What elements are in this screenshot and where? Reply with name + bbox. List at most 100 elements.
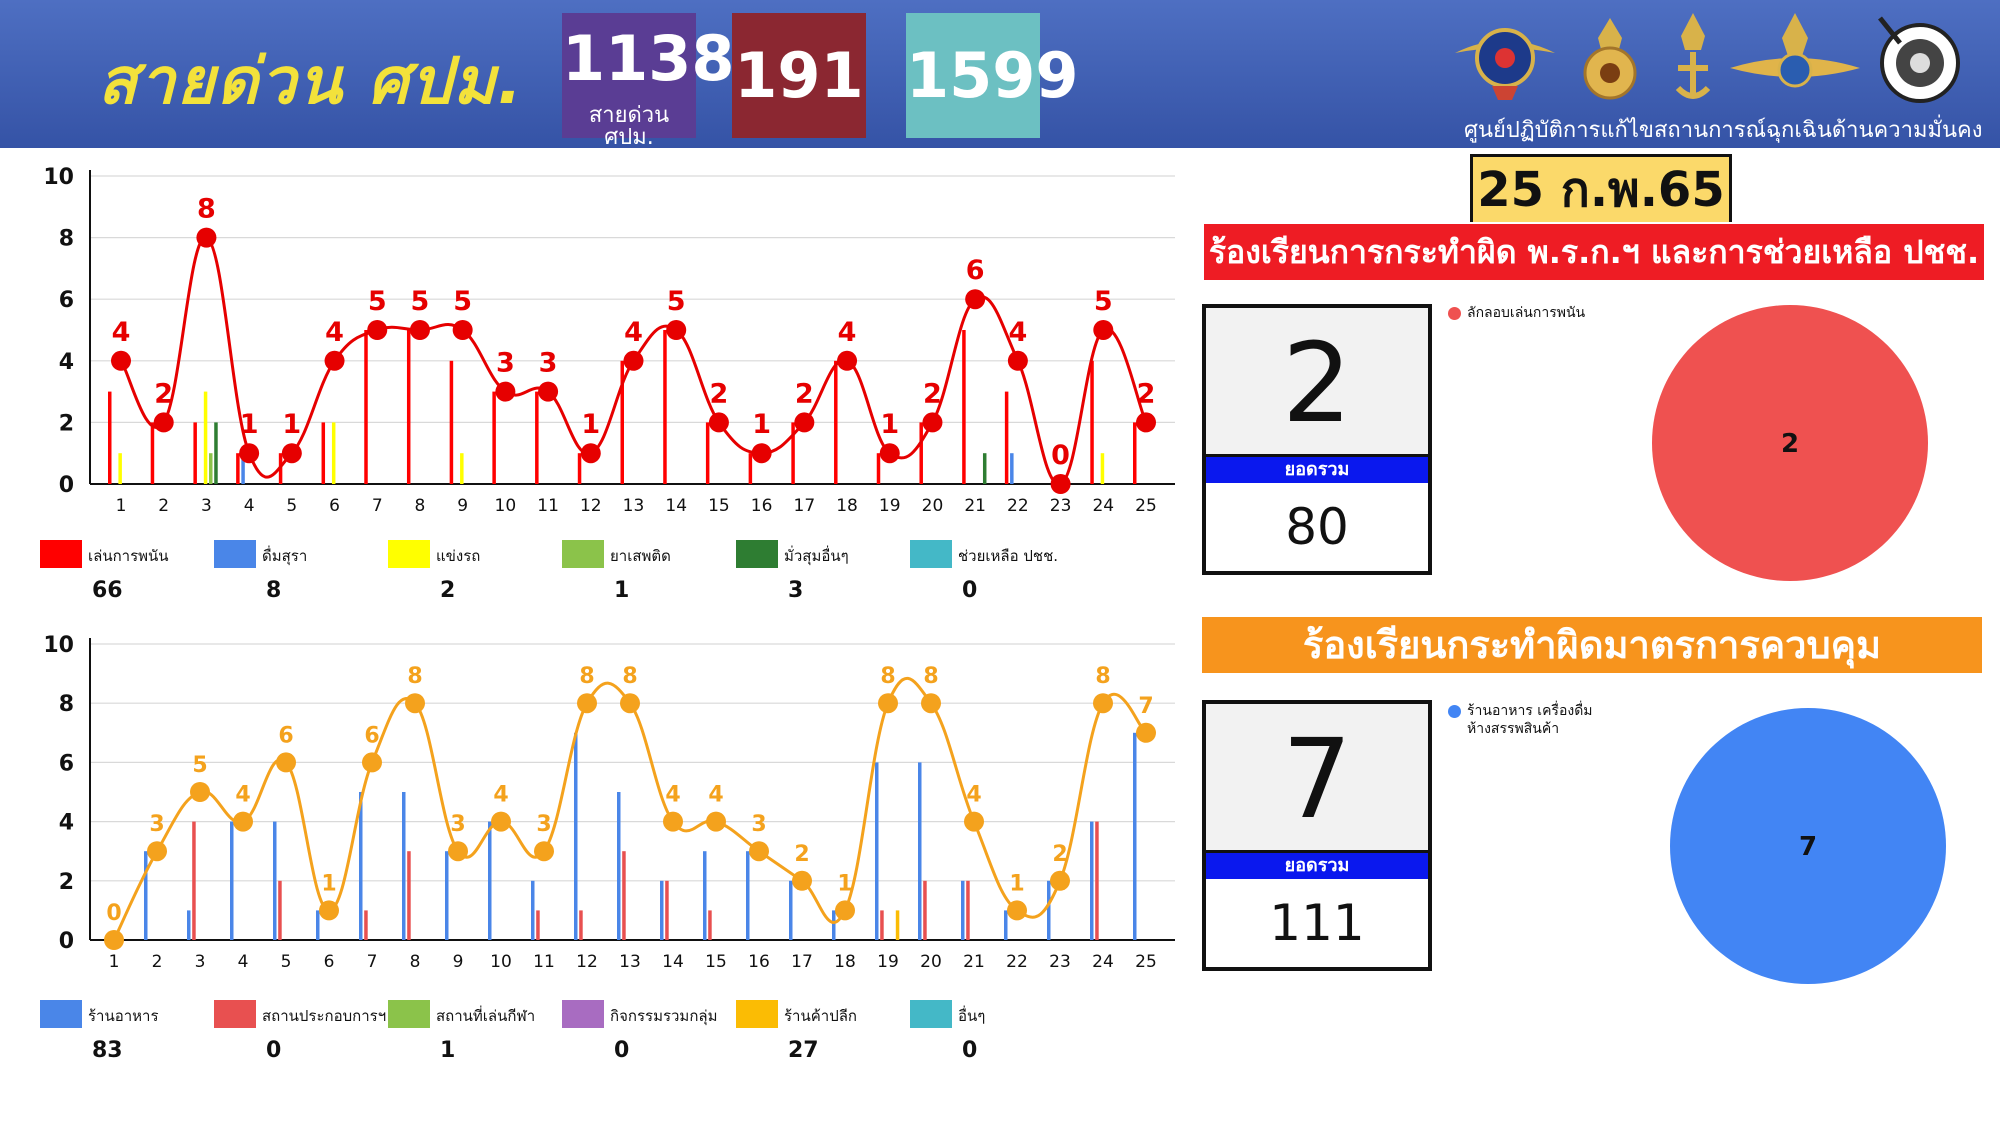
bar-0 [1133,422,1137,484]
bar-0 [875,762,879,940]
bar-0 [449,360,454,484]
bar-0 [577,453,582,484]
trend-point [1136,722,1156,743]
data-label: 6 [966,255,985,286]
x-tick-label: 14 [662,952,684,972]
legend-swatch [910,540,952,568]
data-label: 4 [838,317,857,348]
legend-total: 2 [440,578,456,603]
bar-0 [531,880,535,940]
x-tick-label: 21 [964,496,986,516]
trend-point [837,350,858,371]
bar-2 [460,453,464,484]
x-tick-label: 4 [244,496,255,516]
supreme-command-emblem-icon [1730,13,1860,88]
data-label: 4 [493,783,508,808]
today-count: 7 [1206,704,1428,850]
hotline-caption: สายด่วน ศปม. [588,103,670,150]
trend-point [111,350,131,371]
bar-4 [895,910,900,940]
data-label: 5 [192,753,207,778]
chart2-legend: ร้านอาหาร 83 สถานประกอบการฯ 0 สถานที่เล่… [40,1000,1180,1070]
trend-point [196,227,217,248]
x-tick-label: 4 [238,952,249,972]
x-tick-label: 15 [705,952,727,972]
trend-point [879,443,900,464]
legend-total: 0 [962,1038,978,1063]
air-force-emblem-icon [1455,28,1555,100]
bar-0 [876,453,881,484]
bar-1 [966,880,970,940]
x-tick-label: 12 [576,952,598,972]
data-label: 3 [496,348,515,379]
bar-0 [402,792,406,940]
agency-logos [1455,13,1960,103]
data-label: 7 [1138,694,1153,719]
trend-point [495,381,516,402]
legend-label: เล่นการพนัน [88,547,169,565]
pie-slice-label: 2 [1781,429,1799,459]
trend-point [666,320,687,340]
trend-point [1093,693,1113,714]
data-label: 1 [240,409,259,440]
y-tick-label: 10 [43,633,74,658]
x-tick-label: 25 [1135,952,1157,972]
y-tick-label: 8 [59,692,74,717]
x-tick-label: 17 [791,952,813,972]
x-tick-label: 8 [415,496,426,516]
chart1-legend: เล่นการพนัน 66 ดื่มสุรา 8 แข่งรถ 2 ยาเสพ… [40,540,1180,610]
bar-1 [407,851,411,940]
data-label: 4 [708,783,723,808]
data-label: 8 [579,664,594,689]
bar-0 [1047,880,1051,940]
legend-label: ร้านอาหาร [88,1007,159,1025]
decree-violation-banner: ร้องเรียนการกระทำผิด พ.ร.ก.ฯ และการช่วยเ… [1202,222,1986,282]
bar-1 [278,880,282,940]
y-tick-label: 0 [59,473,74,498]
bar-1 [536,910,540,940]
data-label: 4 [665,783,680,808]
trend-point [706,811,726,832]
pie-chart-gambling: 2 [1652,305,1928,581]
hotline-1599-badge: 1599 [906,13,1079,138]
legend-dot [1448,306,1461,320]
y-tick-label: 8 [59,227,74,252]
bar-0 [1090,360,1094,484]
data-label: 4 [966,783,981,808]
data-label: 4 [624,317,643,348]
x-tick-label: 20 [920,952,942,972]
data-label: 2 [795,378,814,409]
navy-emblem-icon [1675,13,1711,99]
legend-total: 0 [962,578,978,603]
trend-point [104,930,124,950]
bar-0 [791,422,795,484]
header-title: สายด่วน ศปม. [98,45,524,119]
bar-0 [663,330,667,484]
legend-total: 66 [92,578,123,603]
bar-0 [187,910,191,940]
trend-point [319,900,339,921]
data-label: 5 [411,286,430,317]
x-tick-label: 6 [324,952,335,972]
data-label: 2 [1052,842,1067,867]
bar-4 [214,422,218,484]
trend-point [153,412,174,433]
x-tick-label: 9 [453,952,464,972]
trend-point [922,412,943,433]
x-tick-label: 8 [410,952,421,972]
data-label: 1 [1009,871,1024,896]
x-tick-label: 1 [109,952,120,972]
trend-point [190,782,210,802]
data-label: 1 [837,871,852,896]
trend-point [1136,412,1156,433]
trend-point [405,693,425,714]
data-label: 2 [710,378,729,409]
legend-total: 27 [788,1038,819,1063]
trend-point [233,811,253,832]
legend-label: ดื่มสุรา [262,547,308,565]
data-label: 5 [667,286,686,317]
data-label: 8 [1095,664,1110,689]
x-tick-label: 3 [195,952,206,972]
legend-label: ร้านค้าปลีก [784,1007,857,1025]
